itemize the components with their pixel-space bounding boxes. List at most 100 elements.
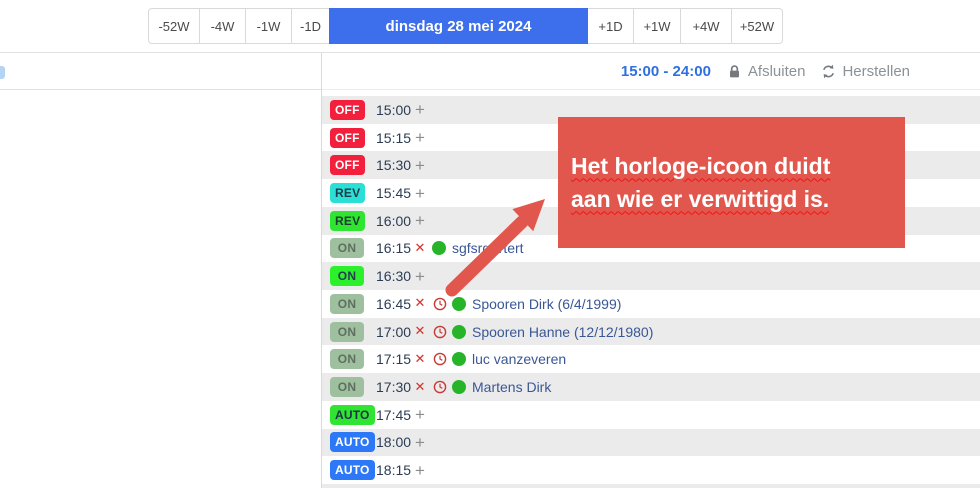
clock-icon — [433, 297, 447, 311]
nav-minus-1d-button[interactable]: -1D — [291, 8, 330, 44]
status-badge-cell: REV — [330, 183, 376, 204]
restore-button[interactable]: Herstellen — [821, 63, 910, 80]
slot-time: 16:15 — [376, 240, 412, 257]
person-name[interactable]: Martens Dirk — [472, 379, 552, 396]
lock-icon — [727, 64, 742, 79]
add-slot-icon[interactable]: + — [415, 155, 425, 175]
slot-time: 17:30 — [376, 379, 412, 396]
slot-time: 17:00 — [376, 323, 412, 340]
status-badge-cell: OFF — [330, 99, 376, 120]
nav-plusminus-4w-button[interactable]: +4W — [680, 8, 732, 44]
refresh-icon — [821, 64, 836, 79]
add-slot-icon[interactable]: + — [415, 405, 425, 425]
schedule-row: ON 16:45 ✕ Spooren Dirk (6/4/1999) — [322, 290, 980, 318]
status-badge-cell: ON — [330, 266, 376, 287]
schedule-row: ON 17:00 ✕ Spooren Hanne (12/12/1980) — [322, 317, 980, 346]
status-badge-cell: ON — [330, 349, 376, 370]
slot-time: 16:30 — [376, 268, 412, 285]
person-name[interactable]: Spooren Hanne (12/12/1980) — [472, 323, 654, 340]
schedule-row: AUTO 17:45 + — [322, 400, 980, 429]
status-badge[interactable]: AUTO — [330, 404, 375, 425]
status-badge-cell: AUTO — [330, 404, 376, 425]
annotation-box: Het horloge-icoon duidt aan wie er verwi… — [558, 117, 905, 248]
nav-minus-52w-button[interactable]: -52W — [148, 8, 200, 44]
status-badge[interactable]: AUTO — [330, 432, 375, 453]
green-dot-icon — [452, 380, 466, 395]
slot-time: 15:00 — [376, 101, 412, 118]
status-badge-cell: ON — [330, 377, 376, 398]
slot-time: 17:45 — [376, 406, 412, 423]
status-badge[interactable]: ON — [330, 349, 364, 370]
slot-time: 16:00 — [376, 212, 412, 229]
status-badge-cell: OFF — [330, 127, 376, 148]
slot-time: 18:15 — [376, 462, 412, 479]
edge-selection-sliver — [0, 66, 5, 79]
annotation-arrow-icon — [445, 199, 545, 297]
status-badge-cell: REV — [330, 210, 376, 231]
clock-icon — [433, 325, 447, 339]
status-badge[interactable]: OFF — [330, 99, 365, 120]
slot-time: 15:30 — [376, 157, 412, 174]
left-panel — [0, 53, 322, 488]
green-dot-icon — [452, 296, 466, 311]
status-badge-cell: ON — [330, 293, 376, 314]
slot-time: 15:15 — [376, 129, 412, 146]
add-slot-icon[interactable]: + — [415, 128, 425, 148]
status-badge[interactable]: ON — [330, 321, 364, 342]
date-nav-group: -52W -4W -1W -1D dinsdag 28 mei 2024 +1D +1W +4… — [148, 8, 783, 44]
add-slot-icon[interactable]: + — [415, 100, 425, 120]
schedule-row: ON 16:30 + — [322, 262, 980, 291]
nav-minus-4w-button[interactable]: -4W — [199, 8, 246, 44]
nav-minus-1w-button[interactable]: -1W — [245, 8, 292, 44]
status-badge[interactable]: OFF — [330, 127, 365, 148]
person-name[interactable]: Spooren Dirk (6/4/1999) — [472, 295, 622, 312]
schedule-row: ON 17:30 ✕ Martens Dirk — [322, 373, 980, 401]
schedule-row: AUTO 18:15 + — [322, 456, 980, 485]
current-date-button[interactable]: dinsdag 28 mei 2024 — [329, 8, 588, 44]
add-slot-icon[interactable]: + — [415, 183, 425, 203]
slot-time: 18:00 — [376, 434, 412, 451]
close-shift-label: Afsluiten — [747, 62, 806, 80]
close-shift-button[interactable]: Afsluiten — [727, 62, 806, 80]
green-dot-icon — [452, 352, 466, 367]
annotation-line-2: aan wie er verwittigd is. — [571, 185, 830, 212]
schedule-row: AUTO 18:00 + — [322, 428, 980, 457]
add-slot-icon[interactable]: + — [415, 432, 425, 452]
restore-label: Herstellen — [842, 62, 910, 80]
status-badge-cell: OFF — [330, 155, 376, 176]
remove-slot-icon[interactable]: ✕ — [414, 240, 426, 256]
status-badge[interactable]: ON — [330, 377, 364, 398]
status-badge[interactable]: ON — [330, 266, 364, 287]
status-badge-cell: AUTO — [330, 460, 376, 481]
status-badge[interactable]: ON — [330, 238, 364, 259]
add-slot-icon[interactable]: + — [415, 266, 425, 286]
nav-plusminus-1w-button[interactable]: +1W — [633, 8, 681, 44]
status-badge[interactable]: REV — [330, 210, 366, 231]
clock-icon — [433, 380, 447, 394]
add-slot-icon[interactable]: + — [415, 211, 425, 231]
schedule-header: 15:00 - 24:00 Afsluiten — [322, 53, 980, 90]
next-row-sliver — [322, 484, 980, 488]
status-badge[interactable]: AUTO — [330, 460, 375, 481]
status-badge-cell: ON — [330, 321, 376, 342]
remove-slot-icon[interactable]: ✕ — [414, 324, 426, 340]
shift-time-range: 15:00 - 24:00 — [620, 62, 711, 80]
status-badge[interactable]: OFF — [330, 155, 365, 176]
add-slot-icon[interactable]: + — [415, 460, 425, 480]
nav-plusminus-1d-button[interactable]: +1D — [587, 8, 634, 44]
slot-time: 17:15 — [376, 351, 412, 368]
remove-slot-icon[interactable]: ✕ — [414, 379, 426, 395]
remove-slot-icon[interactable]: ✕ — [414, 296, 426, 312]
clock-icon — [433, 352, 447, 366]
status-badge-cell: AUTO — [330, 432, 376, 453]
annotation-line-1: Het horloge-icoon duidt — [571, 152, 831, 179]
nav-plusminus-52w-button[interactable]: +52W — [731, 8, 783, 44]
status-badge[interactable]: REV — [330, 183, 366, 204]
person-name[interactable]: luc vanzeveren — [472, 351, 567, 368]
remove-slot-icon[interactable]: ✕ — [414, 351, 426, 367]
status-badge[interactable]: ON — [330, 293, 364, 314]
schedule-row: ON 17:15 ✕ luc vanzeveren — [322, 345, 980, 374]
slot-time: 16:45 — [376, 295, 412, 312]
date-toolbar: -52W -4W -1W -1D dinsdag 28 mei 2024 +1D +1W +4… — [0, 0, 980, 53]
left-panel-header — [0, 53, 321, 90]
